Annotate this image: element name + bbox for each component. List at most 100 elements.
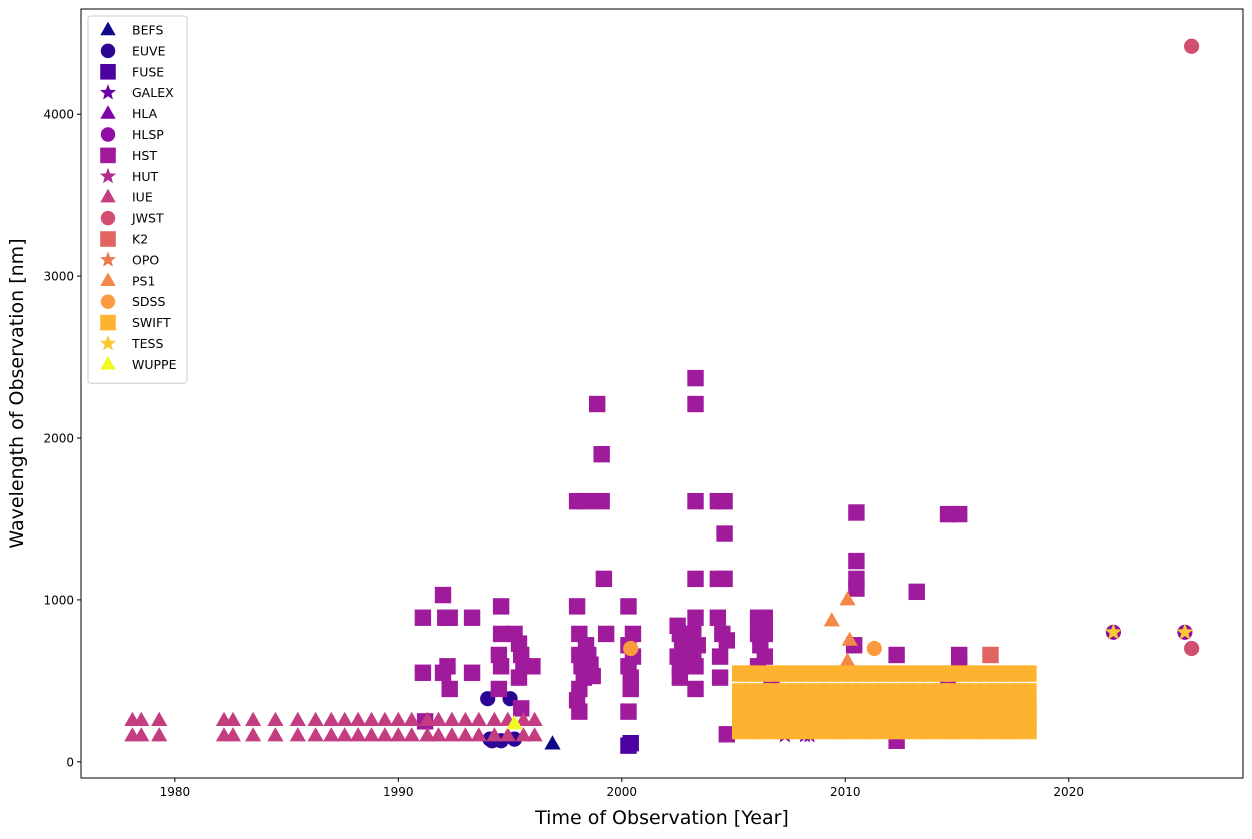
y-tick-label: 1000 — [43, 593, 74, 607]
legend-label-galex: GALEX — [132, 85, 174, 100]
point-hst — [711, 669, 729, 686]
y-tick-label: 4000 — [43, 108, 74, 122]
point-hst — [718, 632, 736, 649]
legend-label-ps1: PS1 — [132, 273, 155, 288]
point-iue — [515, 711, 532, 726]
plot-area — [124, 38, 1200, 754]
point-hst — [709, 609, 727, 626]
point-hst — [687, 658, 704, 675]
legend-item-wuppe: WUPPE — [100, 356, 177, 372]
point-hst — [490, 680, 508, 698]
point-befs — [544, 735, 561, 750]
legend-marker-hlsp — [100, 127, 116, 142]
point-hst — [687, 609, 704, 626]
legend-label-swift: SWIFT — [132, 315, 171, 330]
point-iue — [323, 727, 340, 742]
point-hst — [597, 625, 615, 643]
point-iue — [336, 711, 353, 726]
point-ps1 — [823, 612, 840, 627]
legend-marker-befs — [100, 21, 116, 36]
point-hst — [620, 598, 637, 615]
point-iue — [486, 727, 503, 742]
point-hst — [908, 583, 925, 601]
point-iue — [151, 727, 168, 742]
legend-item-sdss: SDSS — [100, 294, 165, 309]
point-iue — [470, 711, 487, 726]
legend-label-opo: OPO — [132, 252, 159, 267]
point-hst — [620, 703, 637, 720]
point-iue — [133, 727, 150, 742]
point-iue — [376, 727, 393, 742]
legend-marker-fuse — [100, 64, 116, 80]
legend-item-fuse: FUSE — [100, 64, 164, 80]
point-hst — [888, 646, 905, 664]
point-iue — [336, 727, 353, 742]
y-tick-label: 3000 — [43, 270, 74, 284]
point-sdss — [623, 640, 639, 657]
legend-box — [87, 15, 188, 384]
point-hst — [687, 570, 704, 588]
point-hst — [513, 700, 530, 717]
legend-marker-galex — [99, 84, 117, 100]
point-sdss — [866, 640, 882, 657]
legend-marker-iue — [100, 188, 116, 203]
point-tess — [1104, 623, 1122, 640]
point-hst — [718, 726, 736, 743]
legend: BEFS EUVE FUSE GALEX HLA HLSP HST HUT IUE JWST K2 O… — [87, 15, 188, 384]
series-hlsp — [1105, 624, 1193, 640]
legend-item-befs: BEFS — [100, 21, 163, 38]
series-swift — [732, 665, 1037, 740]
legend-label-jwst: JWST — [131, 211, 164, 226]
x-axis: 1980 1990 2000 2010 2020 — [160, 778, 1084, 799]
point-iue — [430, 711, 447, 726]
point-iue — [323, 711, 340, 726]
point-iue — [224, 711, 241, 726]
legend-marker-ps1 — [100, 272, 116, 286]
legend-marker-euve — [100, 43, 116, 59]
point-iue — [390, 727, 407, 742]
point-hst — [463, 664, 481, 681]
point-iue — [499, 727, 516, 742]
point-iue — [245, 727, 262, 742]
legend-item-jwst: JWST — [100, 211, 164, 226]
legend-item-tess: TESS — [99, 334, 163, 351]
series-ps1 — [823, 591, 858, 667]
point-hst — [414, 664, 432, 681]
legend-item-swift: SWIFT — [100, 314, 171, 331]
point-hst — [595, 570, 613, 588]
point-iue — [245, 711, 262, 726]
legend-item-ps1: PS1 — [100, 272, 155, 288]
point-hst — [568, 492, 586, 510]
point-hst — [434, 586, 452, 604]
point-hst — [951, 505, 968, 523]
legend-item-hla: HLA — [100, 105, 158, 121]
point-hst — [687, 680, 704, 698]
series-k2 — [982, 646, 999, 664]
legend-item-hut: HUT — [99, 167, 159, 184]
legend-label-euve: EUVE — [132, 43, 166, 58]
point-hst — [593, 492, 610, 510]
legend-label-hut: HUT — [132, 169, 159, 184]
series-befs — [544, 735, 561, 750]
point-iue — [457, 711, 474, 726]
point-swift — [1020, 665, 1037, 682]
point-iue — [515, 727, 532, 742]
series-jwst — [1184, 38, 1200, 657]
point-iue — [350, 727, 367, 742]
point-hst — [588, 395, 606, 413]
point-iue — [267, 711, 284, 726]
legend-marker-k2 — [100, 231, 116, 247]
legend-label-iue: IUE — [132, 190, 153, 205]
point-hst — [441, 680, 458, 698]
legend-label-sdss: SDSS — [132, 294, 165, 309]
point-iue — [151, 711, 168, 726]
point-iue — [289, 727, 306, 742]
point-jwst — [1184, 38, 1200, 54]
legend-label-hlsp: HLSP — [132, 127, 164, 142]
x-tick-label: 2010 — [830, 785, 861, 799]
point-jwst — [1184, 640, 1200, 657]
y-tick-label: 0 — [66, 755, 74, 769]
point-ps1 — [839, 591, 856, 606]
point-ps1 — [839, 652, 856, 667]
